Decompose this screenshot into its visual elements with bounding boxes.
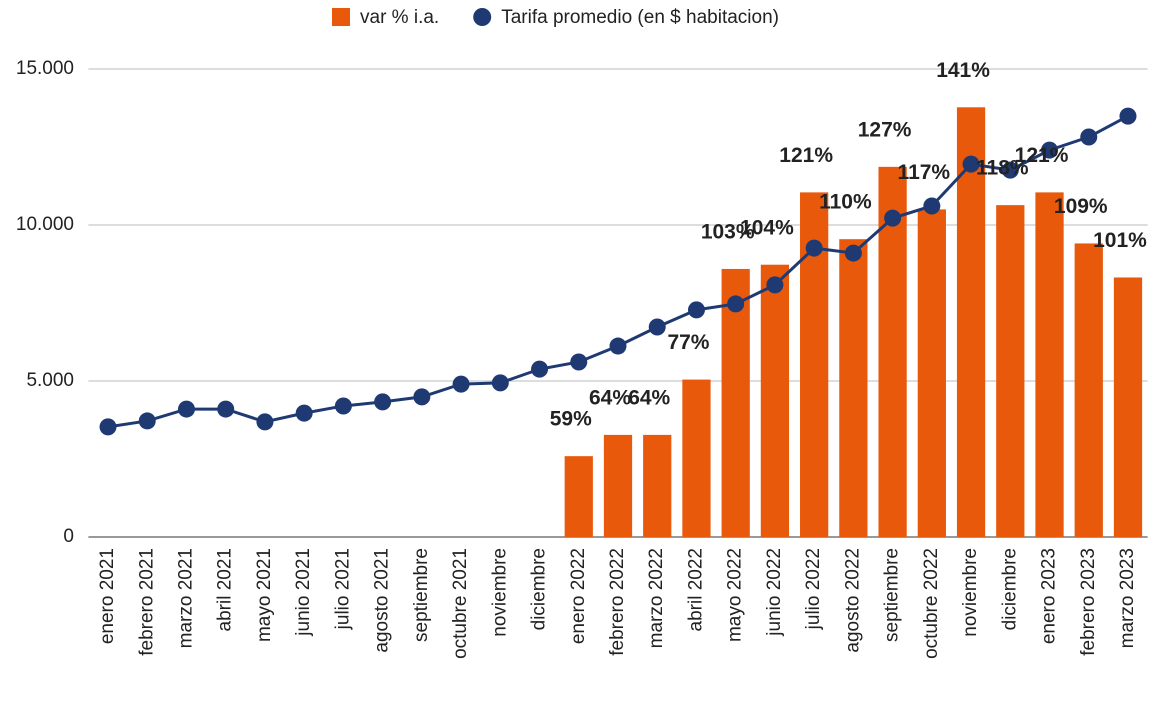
- x-tick-label: enero 2022: [568, 548, 589, 644]
- bar: [956, 107, 986, 538]
- point: [1080, 128, 1098, 146]
- bar: [839, 239, 868, 537]
- x-tick-label: junio 2021: [293, 548, 314, 637]
- point: [609, 337, 627, 355]
- data-label: 64%: [628, 386, 670, 409]
- data-label: 121%: [779, 144, 833, 167]
- data-label: 59%: [550, 408, 592, 431]
- y-tick-label: 15.000: [16, 58, 74, 79]
- point: [138, 412, 156, 430]
- data-label: 127%: [858, 118, 912, 141]
- point: [570, 353, 588, 371]
- x-tick-label: marzo 2023: [1117, 548, 1138, 648]
- x-tick-label: octubre 2022: [921, 548, 942, 659]
- x-tick-label: noviembre: [489, 548, 510, 637]
- bar: [721, 268, 750, 537]
- y-tick-label: 5.000: [26, 370, 74, 391]
- data-label: 77%: [667, 331, 709, 354]
- bar: [1035, 192, 1064, 537]
- bar: [917, 209, 946, 537]
- data-label: 110%: [819, 191, 872, 214]
- x-tick-label: enero 2021: [97, 548, 118, 644]
- x-tick-label: marzo 2022: [646, 548, 667, 648]
- data-label: 64%: [589, 386, 631, 409]
- x-tick-label: octubre 2021: [450, 548, 471, 659]
- x-tick-label: mayo 2021: [254, 548, 275, 642]
- point: [923, 197, 941, 215]
- x-tick-label: noviembre: [960, 548, 981, 637]
- bar: [564, 456, 593, 537]
- bar: [682, 379, 711, 537]
- point: [217, 400, 235, 418]
- bar: [1113, 277, 1143, 537]
- x-tick-label: febrero 2023: [1078, 548, 1099, 656]
- point: [256, 413, 274, 431]
- x-tick-label: febrero 2022: [607, 548, 628, 656]
- point: [1119, 107, 1137, 125]
- data-label: 121%: [1015, 144, 1069, 167]
- bar: [603, 434, 633, 537]
- data-label: 109%: [1054, 195, 1108, 218]
- point: [962, 155, 980, 173]
- point: [99, 418, 117, 436]
- x-tick-label: julio 2022: [803, 548, 824, 630]
- x-tick-label: septiembre: [882, 548, 903, 642]
- bar: [760, 264, 790, 537]
- bar: [878, 166, 907, 537]
- legend-label: var % i.a.: [360, 7, 439, 28]
- point: [687, 301, 705, 319]
- x-tick-label: julio 2021: [332, 548, 353, 630]
- x-tick-label: marzo 2021: [175, 548, 196, 648]
- y-tick-label: 10.000: [16, 214, 74, 235]
- legend-label: Tarifa promedio (en $ habitacion): [501, 7, 779, 28]
- point: [805, 239, 823, 257]
- x-tick-label: septiembre: [411, 548, 432, 642]
- point: [334, 397, 352, 415]
- x-tick-label: diciembre: [529, 548, 550, 630]
- point: [295, 404, 313, 422]
- bar: [1074, 243, 1103, 537]
- point: [491, 374, 509, 392]
- data-label: 117%: [898, 161, 951, 184]
- x-tick-label: mayo 2022: [725, 548, 746, 642]
- x-tick-label: febrero 2021: [136, 548, 157, 656]
- x-tick-label: diciembre: [999, 548, 1020, 630]
- x-tick-label: agosto 2022: [842, 548, 863, 653]
- data-label: 103%: [701, 221, 755, 244]
- point: [452, 375, 470, 393]
- data-label: 141%: [936, 59, 990, 82]
- point: [1001, 161, 1019, 179]
- point: [531, 360, 549, 378]
- x-tick-label: abril 2022: [685, 548, 706, 631]
- point: [374, 393, 392, 411]
- point: [844, 244, 862, 262]
- data-label: 101%: [1093, 229, 1147, 252]
- point: [413, 388, 431, 406]
- point: [727, 295, 745, 313]
- point: [884, 209, 902, 227]
- bar: [996, 205, 1025, 538]
- x-tick-label: enero 2023: [1039, 548, 1060, 644]
- point: [1041, 141, 1059, 159]
- data-label: 104%: [740, 216, 794, 239]
- point: [648, 318, 666, 336]
- point: [766, 276, 784, 294]
- legend-swatch: [473, 8, 492, 26]
- x-tick-label: agosto 2021: [372, 548, 393, 653]
- legend-swatch: [332, 8, 350, 26]
- x-tick-label: abril 2021: [215, 548, 236, 631]
- data-label: 118%: [976, 157, 1029, 180]
- y-tick-label: 0: [63, 526, 74, 547]
- bar: [643, 434, 672, 537]
- point: [177, 400, 195, 418]
- x-tick-label: junio 2022: [764, 548, 785, 637]
